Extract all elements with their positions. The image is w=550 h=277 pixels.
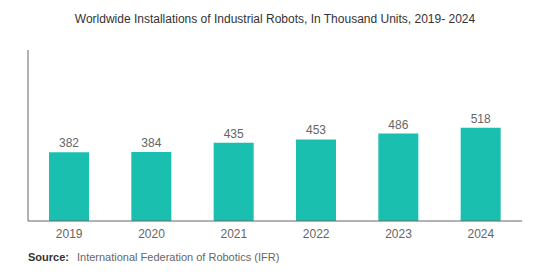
html-text:Source:: Source: (28, 251, 69, 263)
svg-text:2024: 2024 (467, 227, 494, 241)
svg-text:2021: 2021 (220, 227, 247, 241)
svg-text:2023: 2023 (385, 227, 412, 241)
svg-text:453: 453 (306, 123, 326, 137)
svg-text:518: 518 (471, 112, 491, 126)
svg-text:2020: 2020 (138, 227, 165, 241)
svg-text:2022: 2022 (303, 227, 330, 241)
svg-text:435: 435 (224, 127, 244, 141)
html-text:Worldwide Installations of Ind: Worldwide Installations of Industrial Ro… (74, 12, 476, 26)
svg-text:2019: 2019 (56, 227, 83, 241)
html-text:International Federation of Ro: International Federation of Robotics (IF… (77, 251, 280, 263)
svg-text:384: 384 (141, 136, 161, 150)
svg-text:382: 382 (59, 136, 79, 150)
svg-text:486: 486 (388, 118, 408, 132)
